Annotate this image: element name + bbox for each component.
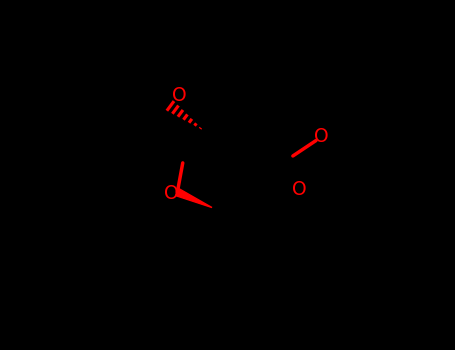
- Text: O: O: [164, 184, 178, 203]
- Polygon shape: [176, 189, 212, 208]
- Text: O: O: [172, 86, 187, 105]
- Text: O: O: [292, 180, 306, 199]
- Text: O: O: [314, 127, 329, 146]
